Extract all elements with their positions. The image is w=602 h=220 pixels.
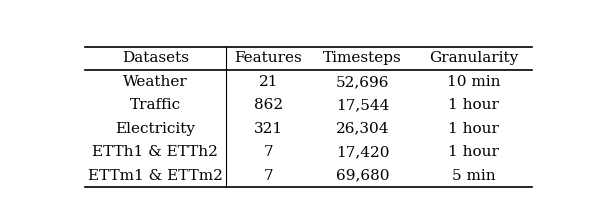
Text: Datasets: Datasets [122,51,189,65]
Text: 17,420: 17,420 [336,145,389,159]
Text: 1 hour: 1 hour [448,145,499,159]
Text: ETTm1 & ETTm2: ETTm1 & ETTm2 [88,169,223,183]
Text: 52,696: 52,696 [336,75,389,89]
Text: Features: Features [235,51,302,65]
Text: 321: 321 [254,122,283,136]
Text: Traffic: Traffic [130,98,181,112]
Text: 21: 21 [259,75,278,89]
Text: 17,544: 17,544 [336,98,389,112]
Text: 862: 862 [254,98,283,112]
Text: Electricity: Electricity [116,122,195,136]
Text: 5 min: 5 min [452,169,495,183]
Text: 7: 7 [264,169,273,183]
Text: 10 min: 10 min [447,75,500,89]
Text: 1 hour: 1 hour [448,122,499,136]
Text: Weather: Weather [123,75,188,89]
Text: 1 hour: 1 hour [448,98,499,112]
Text: Granularity: Granularity [429,51,518,65]
Text: 69,680: 69,680 [336,169,389,183]
Text: 7: 7 [264,145,273,159]
Text: Timesteps: Timesteps [323,51,402,65]
Text: 26,304: 26,304 [336,122,389,136]
Text: ETTh1 & ETTh2: ETTh1 & ETTh2 [92,145,219,159]
